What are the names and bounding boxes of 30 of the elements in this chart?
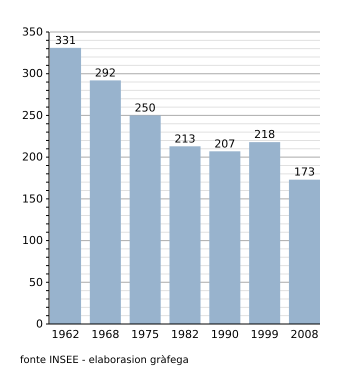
source-note: fonte INSEE - elaborasion gràfega: [20, 355, 189, 366]
bar: [288, 180, 320, 324]
x-tick-label: 1999: [250, 328, 279, 341]
x-tick-label: 1990: [210, 328, 239, 341]
data-label: 292: [94, 66, 116, 80]
data-label: 218: [254, 128, 276, 142]
data-label: 213: [174, 132, 196, 146]
data-label: 207: [214, 137, 236, 150]
y-tick-label: 350: [22, 26, 43, 39]
y-tick-label: 250: [22, 108, 43, 122]
y-tick-label: 0: [36, 318, 43, 331]
y-tick-label: 100: [22, 234, 43, 248]
y-tick-label: 200: [22, 150, 43, 164]
bar: [50, 48, 82, 324]
data-label: 331: [55, 34, 76, 47]
x-tick-label: 1975: [131, 328, 160, 341]
y-tick-label: 50: [29, 276, 43, 289]
y-tick-label: 150: [22, 192, 43, 206]
x-tick-label: 1982: [171, 328, 199, 341]
bar: [90, 80, 121, 324]
x-tick-label: 1968: [91, 328, 120, 341]
bar: [249, 142, 280, 324]
bar: [130, 115, 161, 324]
data-label: 173: [294, 166, 315, 179]
bar: [209, 151, 240, 324]
data-label: 250: [134, 101, 156, 114]
x-tick-label: 1962: [52, 328, 80, 341]
bar: [169, 146, 201, 324]
y-tick-label: 300: [22, 67, 43, 80]
x-tick-label: 2008: [290, 328, 318, 341]
